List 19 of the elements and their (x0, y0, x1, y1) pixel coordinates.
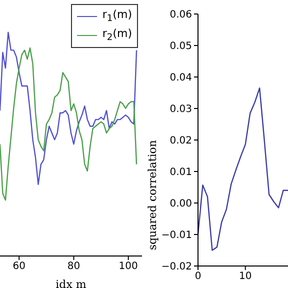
y-tick-label: 0.06 (170, 10, 192, 21)
x-tick-label: 0 (194, 271, 202, 282)
x-tick-label: 10 (239, 271, 252, 282)
y-tick-label: 0.01 (170, 167, 192, 178)
legend-label: r$_{2}$(m) (102, 26, 132, 46)
y-tick-label: 0.00 (170, 198, 192, 210)
y-tick-label: −0.02 (161, 262, 192, 273)
y-tick-label: 0.05 (170, 41, 192, 52)
y-axis-title: squared correlation (146, 140, 159, 250)
y-tick-label: −0.01 (161, 230, 192, 242)
y-tick-label: 0.03 (170, 104, 192, 116)
x-tick-label: 80 (67, 261, 80, 272)
x-tick-label: 100 (118, 261, 138, 272)
legend-label: r$_{1}$(m) (102, 7, 132, 26)
x-tick-label: 60 (12, 261, 26, 272)
y-tick-label: 0.04 (170, 72, 192, 84)
line-series (198, 87, 288, 251)
x-axis-title: idx m (56, 278, 87, 288)
y-tick-label: 0.02 (170, 136, 192, 147)
